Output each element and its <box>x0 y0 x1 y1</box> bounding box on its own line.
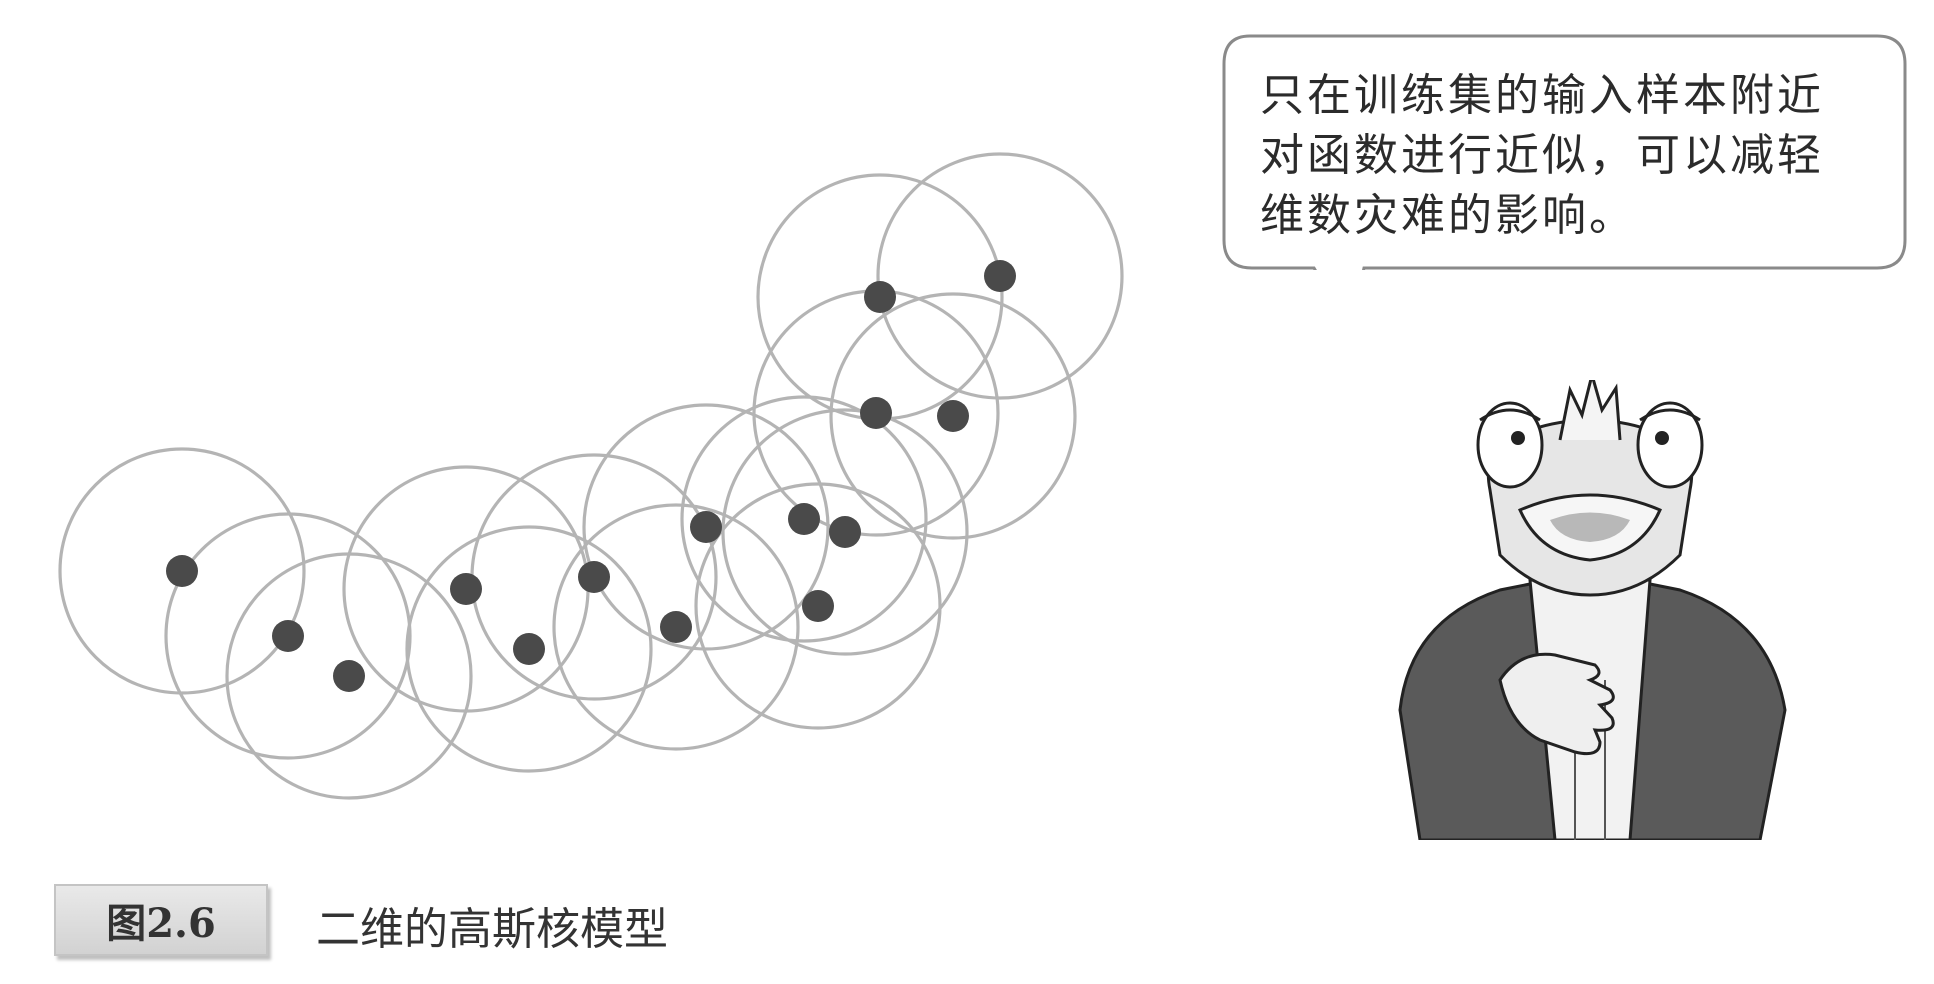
sample-point <box>578 561 610 593</box>
kernel-circle <box>829 292 1077 540</box>
sample-point <box>166 555 198 587</box>
kernel-circle <box>876 152 1124 400</box>
sample-point <box>860 397 892 429</box>
figure-number-label: 图2.6 <box>54 884 268 956</box>
sample-point <box>788 503 820 535</box>
sample-point <box>450 573 482 605</box>
speech-bubble <box>1222 34 1907 270</box>
sample-point <box>802 590 834 622</box>
frog-character-icon <box>1398 380 1787 840</box>
figure-caption: 二维的高斯核模型 <box>316 904 668 955</box>
kernel-circle <box>164 512 412 760</box>
sample-points <box>166 260 1016 692</box>
kernel-circle <box>405 525 653 773</box>
figure-number-text: 图2.6 <box>106 900 216 947</box>
sample-point <box>829 516 861 548</box>
sample-point <box>333 660 365 692</box>
sample-point <box>272 620 304 652</box>
kernel-circle <box>582 403 830 651</box>
kernel-circle <box>58 447 306 695</box>
sample-point <box>513 633 545 665</box>
sample-point <box>984 260 1016 292</box>
kernel-circle <box>552 503 800 751</box>
sample-point <box>864 281 896 313</box>
sample-point <box>937 400 969 432</box>
speech-bubble-text: 只在训练集的输入样本附近 对函数进行近似，可以减轻 维数灾难的影响。 <box>1260 70 1824 241</box>
kernel-circles <box>58 152 1124 800</box>
sample-point <box>690 511 722 543</box>
kernel-circle <box>721 408 969 656</box>
speech-bubble-outline <box>1222 34 1907 270</box>
kernel-circle <box>680 395 928 643</box>
sample-point <box>660 611 692 643</box>
